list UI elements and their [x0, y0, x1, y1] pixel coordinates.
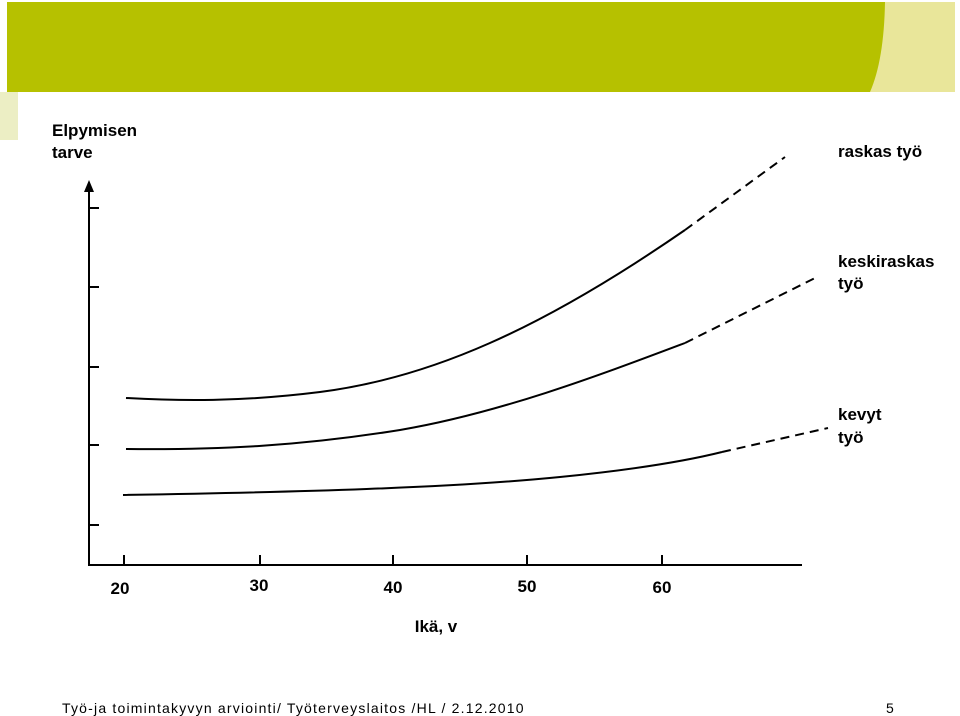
- curve-heavy: [125, 229, 686, 402]
- curve-medium: [125, 342, 686, 451]
- header-band: [7, 2, 887, 92]
- x-tick-label: 50: [518, 577, 537, 596]
- x-tick-label: 20: [111, 579, 130, 598]
- curves: [122, 156, 829, 496]
- footer: Työ-ja toimintakyvyn arviointi/ Työterve…: [62, 700, 525, 716]
- header-accent: [870, 2, 955, 92]
- side-accent: [0, 92, 18, 140]
- curve-label: raskas työ: [838, 142, 922, 161]
- axes: [88, 190, 802, 566]
- curve-label: kevyt: [838, 405, 882, 424]
- curve-heavy-dashed: [684, 156, 786, 231]
- curve-medium-dashed: [684, 277, 816, 344]
- y-label: tarve: [52, 143, 93, 162]
- curve-light-dashed: [721, 427, 829, 453]
- curve-label: keskiraskas: [838, 252, 934, 271]
- x-label: Ikä, v: [415, 617, 458, 636]
- y-arrow: [84, 180, 94, 192]
- curve-label: työ: [838, 274, 864, 293]
- page-number: 5: [886, 700, 895, 716]
- x-tick-label: 40: [384, 578, 403, 597]
- y-label: Elpymisen: [52, 121, 137, 140]
- curve-light: [122, 451, 723, 496]
- curve-label: työ: [838, 428, 864, 447]
- x-tick-label: 30: [250, 576, 269, 595]
- x-tick-label: 60: [653, 578, 672, 597]
